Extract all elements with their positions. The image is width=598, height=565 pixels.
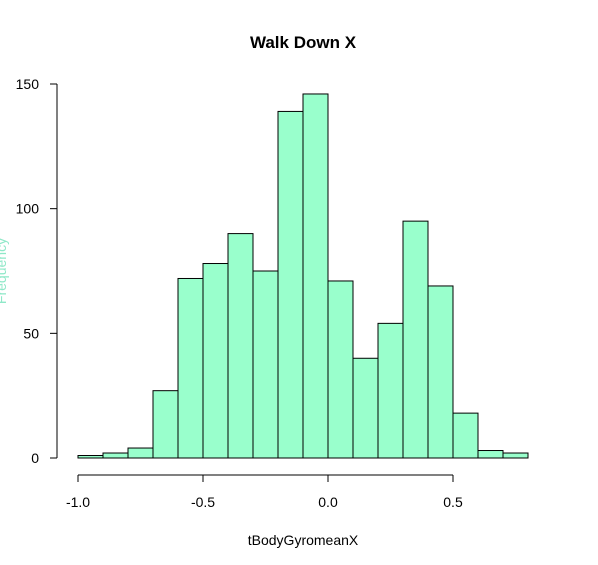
bar	[152, 390, 179, 459]
bar	[227, 233, 254, 459]
x-tick-label: 0.5	[443, 494, 463, 510]
bar	[352, 357, 379, 459]
bar	[402, 220, 429, 459]
bar	[127, 447, 154, 459]
bar	[177, 277, 204, 459]
chart-title: Walk Down X	[250, 33, 357, 52]
bar	[77, 455, 104, 459]
bar	[202, 263, 229, 459]
x-tick-label: 0.0	[318, 494, 338, 510]
bar	[452, 412, 479, 459]
y-axis-label: Frequency	[0, 238, 9, 304]
y-tick-label: 50	[23, 325, 39, 341]
bar	[327, 280, 354, 459]
y-tick-label: 0	[31, 450, 39, 466]
bar	[427, 285, 454, 459]
x-tick-label: -0.5	[191, 494, 215, 510]
bar	[502, 452, 529, 459]
x-axis-label: tBodyGyromeanX	[248, 532, 359, 548]
y-tick-label: 150	[16, 76, 40, 92]
bar	[252, 270, 279, 459]
y-tick-label: 100	[16, 201, 40, 217]
bar	[277, 110, 304, 459]
bar	[302, 93, 329, 459]
bar	[102, 452, 129, 459]
bar	[477, 450, 504, 459]
x-tick-label: -1.0	[66, 494, 90, 510]
bar	[377, 322, 404, 459]
